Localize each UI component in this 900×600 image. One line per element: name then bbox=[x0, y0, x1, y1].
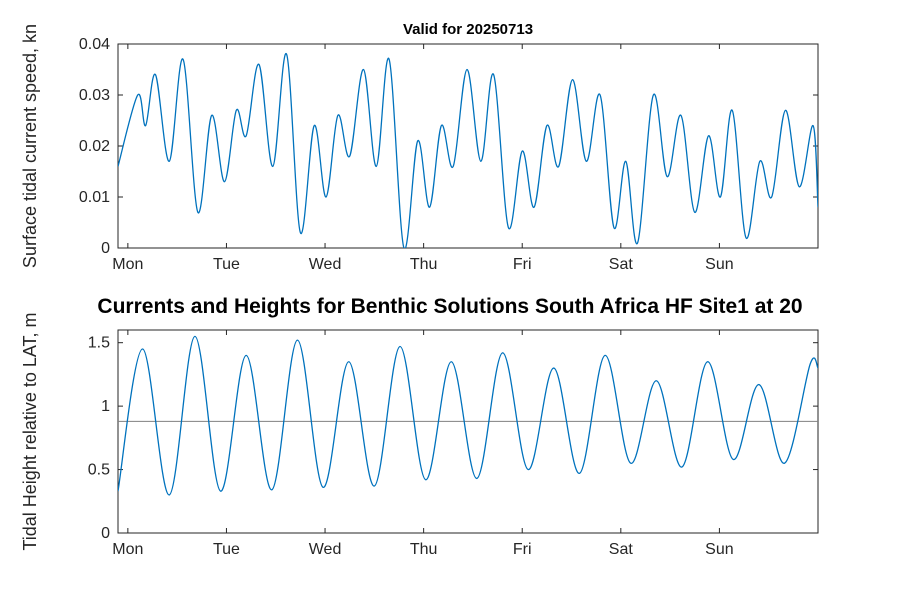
x-tick-label: Wed bbox=[309, 541, 342, 558]
tidal-height-chart: Mon Tue Wed Thu Fri Sat Sun 0 0.5 1 1.5 Tidal Heigh… bbox=[20, 312, 819, 558]
y-tick-label: 0.5 bbox=[88, 462, 110, 479]
axes-box bbox=[117, 329, 819, 534]
y-tick-label: 0.03 bbox=[79, 87, 110, 104]
y-tick-label: 1.5 bbox=[88, 335, 110, 352]
x-tick-label: Sun bbox=[705, 541, 733, 558]
figure-title: Currents and Heights for Benthic Solutio… bbox=[97, 295, 803, 318]
series-line bbox=[118, 53, 818, 248]
y-tick-label: 0.04 bbox=[79, 36, 110, 53]
x-tick-label: Sat bbox=[609, 541, 634, 558]
axes-box bbox=[117, 43, 819, 249]
x-tick-label: Wed bbox=[309, 256, 342, 273]
x-tick-label: Thu bbox=[410, 256, 438, 273]
x-tick-label: Thu bbox=[410, 541, 438, 558]
current-speed-chart: Mon Tue Wed Thu Fri Sat Sun 0 0.01 0.02 0.03 0.04 Va… bbox=[20, 21, 819, 273]
x-tick-label: Mon bbox=[112, 541, 143, 558]
y-tick-label: 0 bbox=[101, 240, 110, 257]
y-tick-label: 0 bbox=[101, 525, 110, 542]
y-axis-label: Surface tidal current speed, kn bbox=[20, 24, 40, 268]
x-tick-label: Fri bbox=[513, 256, 532, 273]
x-tick-label: Fri bbox=[513, 541, 532, 558]
subplot-title: Valid for 20250713 bbox=[403, 21, 533, 38]
y-tick-label: 0.01 bbox=[79, 189, 110, 206]
x-tick-label: Sat bbox=[609, 256, 634, 273]
series-line bbox=[118, 335, 818, 496]
x-tick-label: Tue bbox=[213, 256, 240, 273]
y-tick-label: 1 bbox=[101, 398, 110, 415]
x-tick-label: Sun bbox=[705, 256, 733, 273]
x-tick-label: Tue bbox=[213, 541, 240, 558]
x-tick-label: Mon bbox=[112, 256, 143, 273]
y-tick-label: 0.02 bbox=[79, 138, 110, 155]
y-axis-label: Tidal Height relative to LAT, m bbox=[20, 312, 40, 550]
